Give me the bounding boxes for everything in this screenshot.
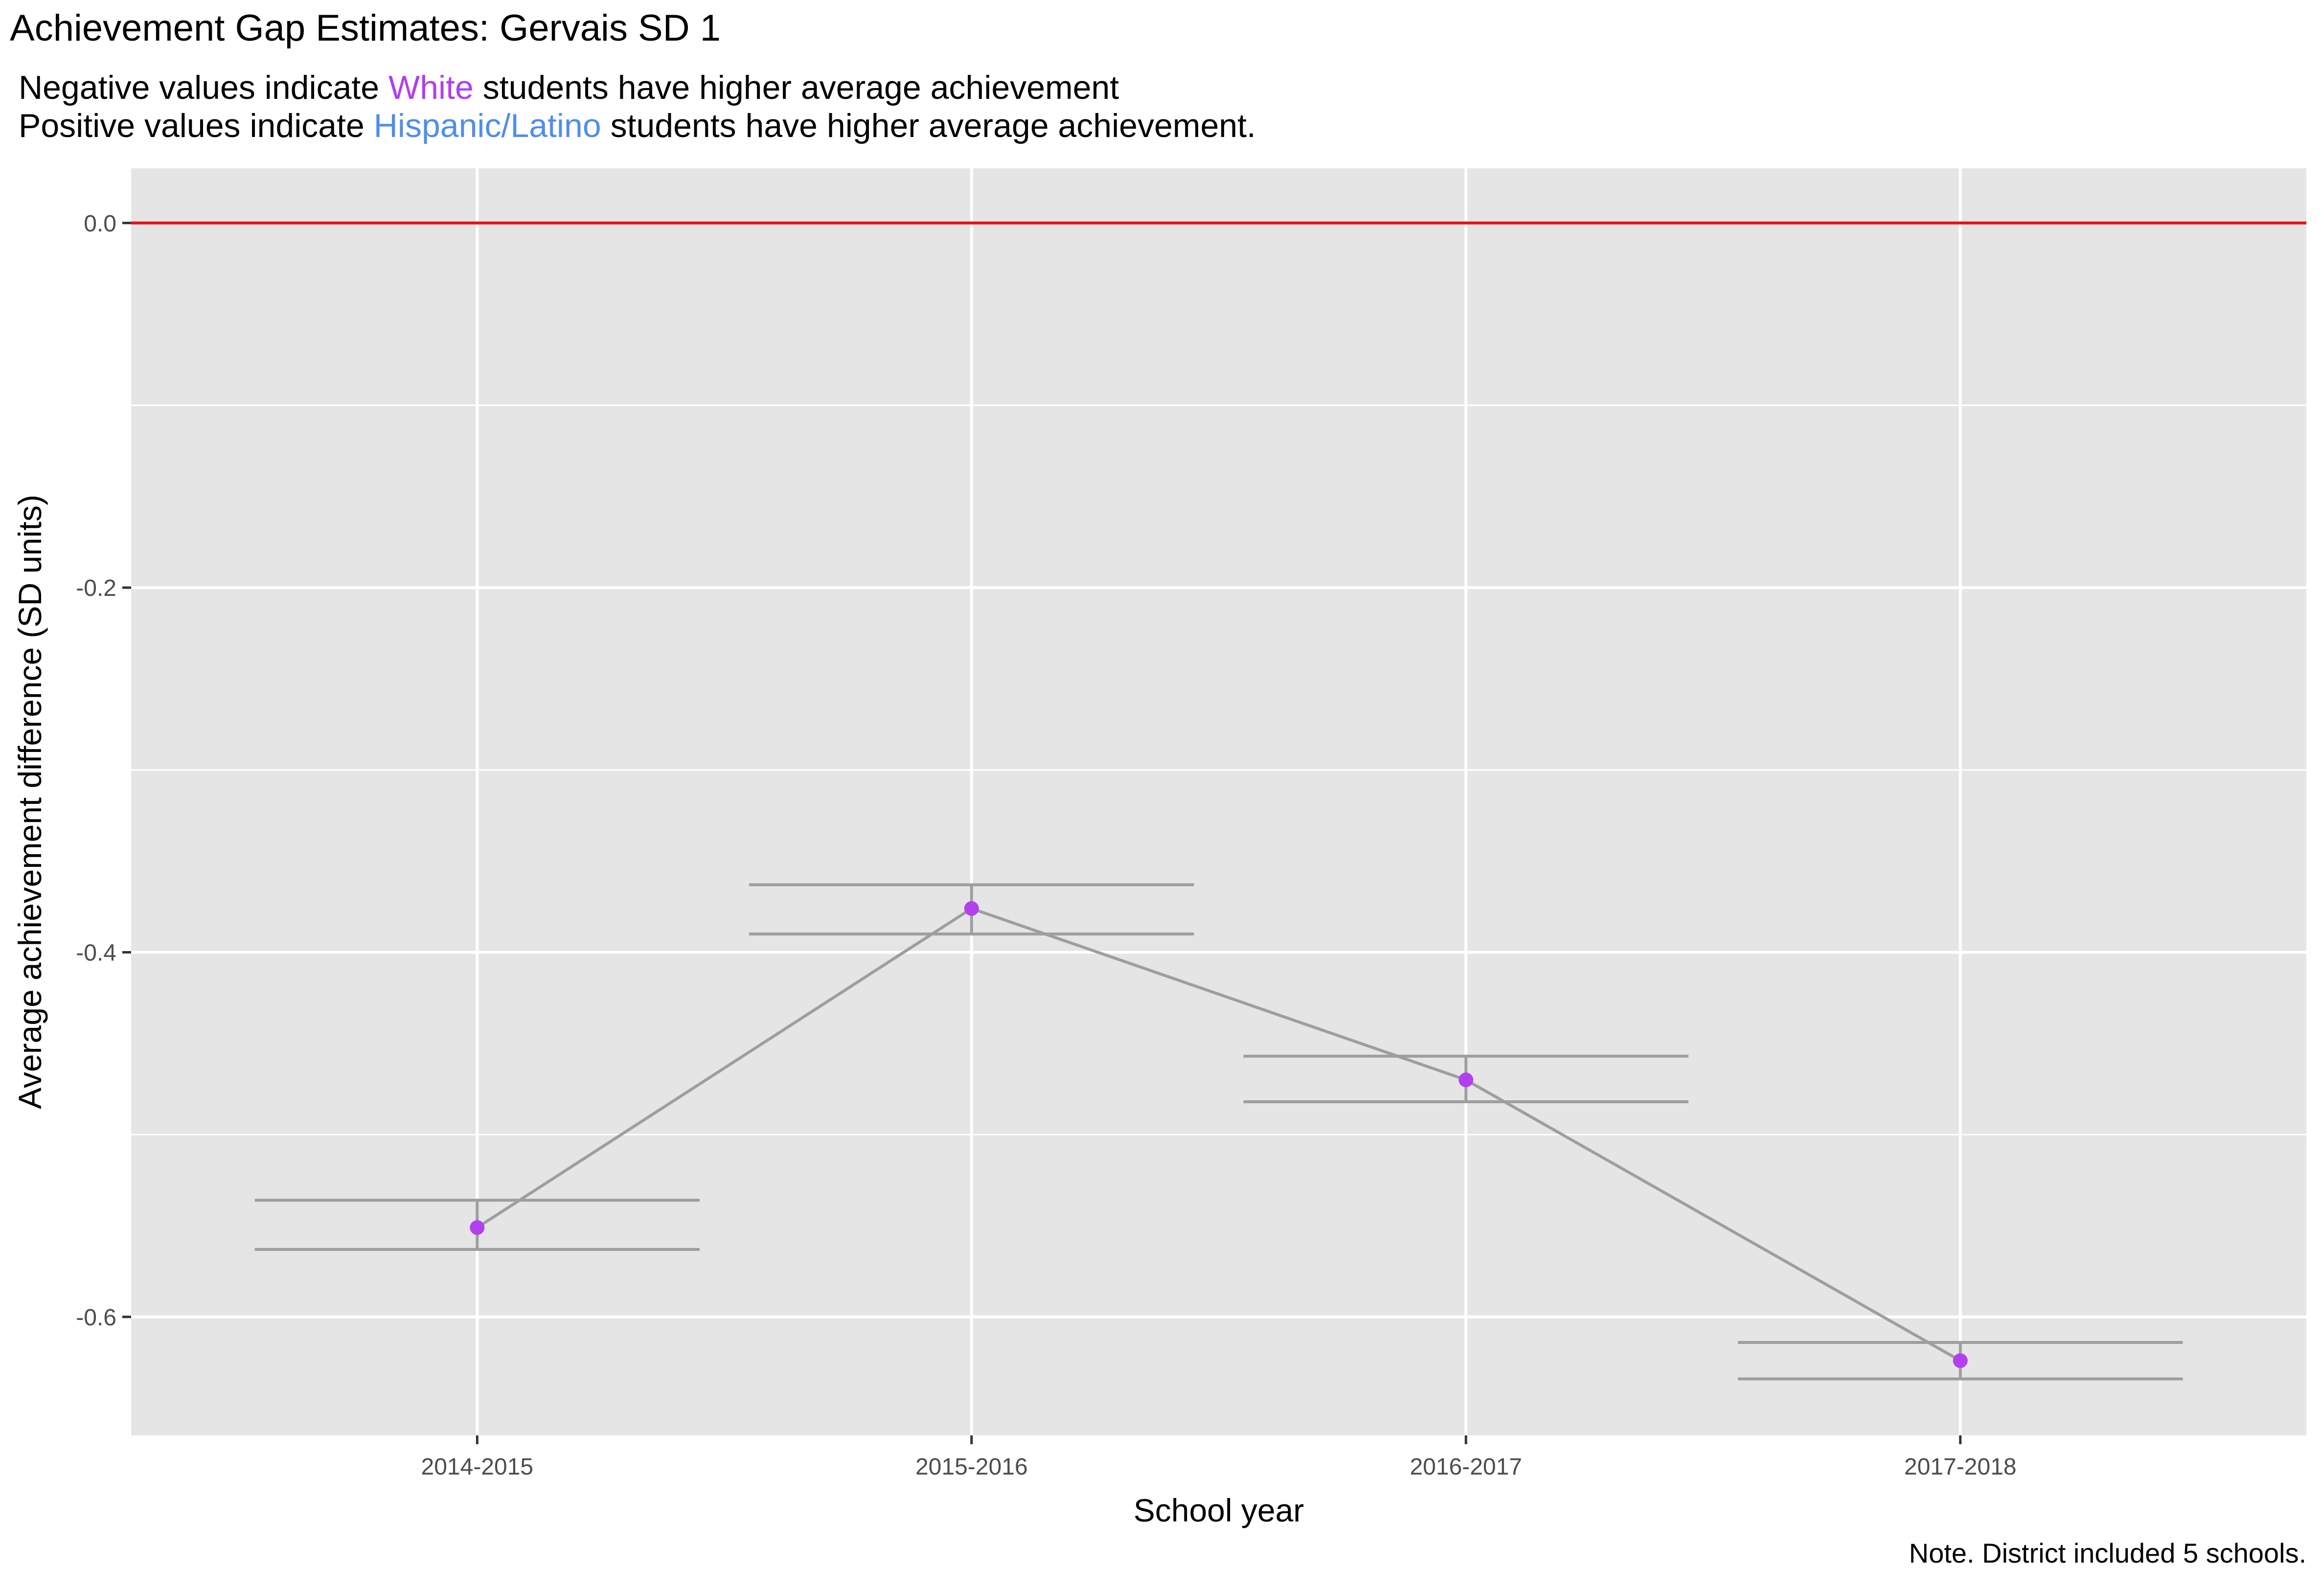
x-axis-title: School year: [1134, 1492, 1304, 1528]
subtitle-line-1-prefix: Negative values indicate: [19, 69, 389, 106]
series-line: [476, 907, 1961, 1362]
y-tick-label: -0.4: [76, 940, 116, 966]
subtitle-white-group: White: [388, 69, 474, 106]
x-tick-label: 2017-2018: [1904, 1454, 2017, 1480]
chart-caption: Note. District included 5 schools.: [1909, 1538, 2306, 1568]
subtitle-hispanic-group: Hispanic/Latino: [373, 107, 601, 144]
subtitle-line-2-prefix: Positive values indicate: [19, 107, 374, 144]
x-tick-label: 2014-2015: [421, 1454, 534, 1480]
subtitle-line-2-suffix: students have higher average achievement…: [601, 107, 1256, 144]
subtitle-line-1-suffix: students have higher average achievement: [473, 69, 1119, 106]
y-tick-label: -0.2: [76, 575, 116, 601]
plot-panel: [131, 168, 2306, 1435]
y-tick-label: 0.0: [84, 211, 116, 237]
chart-subtitle-line-2: Positive values indicate Hispanic/Latino…: [19, 107, 1256, 145]
chart-subtitle-line-1: Negative values indicate White students …: [19, 68, 1119, 107]
y-tick-label: -0.6: [76, 1305, 116, 1331]
data-point: [1953, 1353, 1968, 1368]
data-point: [964, 901, 979, 916]
x-tick-label: 2015-2016: [915, 1454, 1028, 1480]
x-tick-label: 2016-2017: [1410, 1454, 1522, 1480]
chart-title: Achievement Gap Estimates: Gervais SD 1: [10, 7, 721, 49]
y-axis-title: Average achievement difference (SD units…: [12, 495, 48, 1109]
data-point: [1458, 1072, 1474, 1088]
data-point: [470, 1220, 485, 1235]
